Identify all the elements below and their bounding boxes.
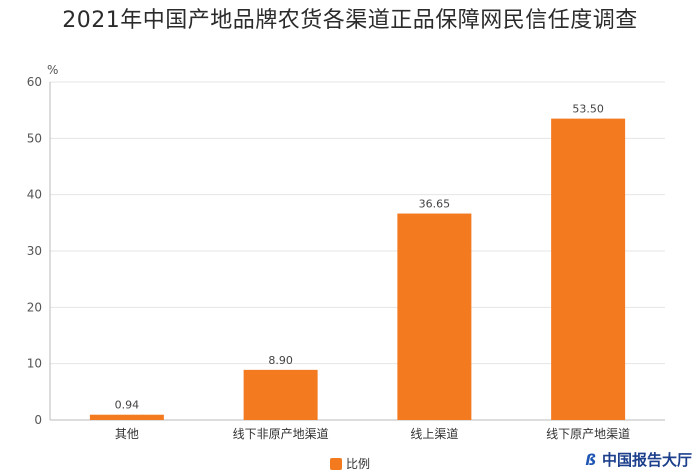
bar — [397, 213, 472, 420]
y-axis-ticks: 0 10 20 30 40 50 60 — [27, 75, 42, 427]
x-category-label: 线上渠道 — [410, 427, 458, 441]
legend-swatch — [330, 457, 342, 470]
y-tick-label: 0 — [34, 413, 42, 427]
x-category-label: 线下非原产地渠道 — [233, 427, 329, 441]
y-tick-label: 50 — [27, 131, 42, 145]
data-label: 53.50 — [572, 103, 604, 116]
bar — [551, 118, 626, 420]
data-labels: 0.94 8.90 36.65 53.50 — [115, 103, 604, 412]
y-tick-label: 20 — [27, 300, 42, 314]
watermark-text: 中国报告大厅 — [601, 451, 692, 469]
bar — [243, 369, 318, 420]
data-label: 0.94 — [115, 399, 140, 412]
chart-title: 2021年中国产地品牌农货各渠道正品保障网民信任度调查 — [62, 8, 638, 33]
legend: 比例 — [330, 455, 370, 472]
watermark: ß 中国报告大厅 — [585, 449, 692, 470]
data-label: 8.90 — [268, 354, 293, 367]
y-tick-label: 60 — [27, 75, 42, 89]
y-tick-label: 10 — [27, 357, 42, 371]
y-axis-unit-label: % — [47, 63, 58, 77]
x-category-label: 其他 — [115, 427, 139, 441]
bar — [89, 414, 164, 420]
bars — [89, 118, 626, 420]
grid-lines — [50, 81, 665, 365]
y-tick-label: 40 — [27, 188, 42, 202]
brand-logo-icon: ß — [585, 450, 596, 469]
legend-label: 比例 — [346, 457, 371, 471]
category-labels: 其他 线下非原产地渠道 线上渠道 线下原产地渠道 — [115, 427, 630, 441]
x-category-label: 线下原产地渠道 — [546, 427, 630, 441]
data-label: 36.65 — [419, 198, 451, 211]
y-tick-label: 30 — [27, 244, 42, 258]
